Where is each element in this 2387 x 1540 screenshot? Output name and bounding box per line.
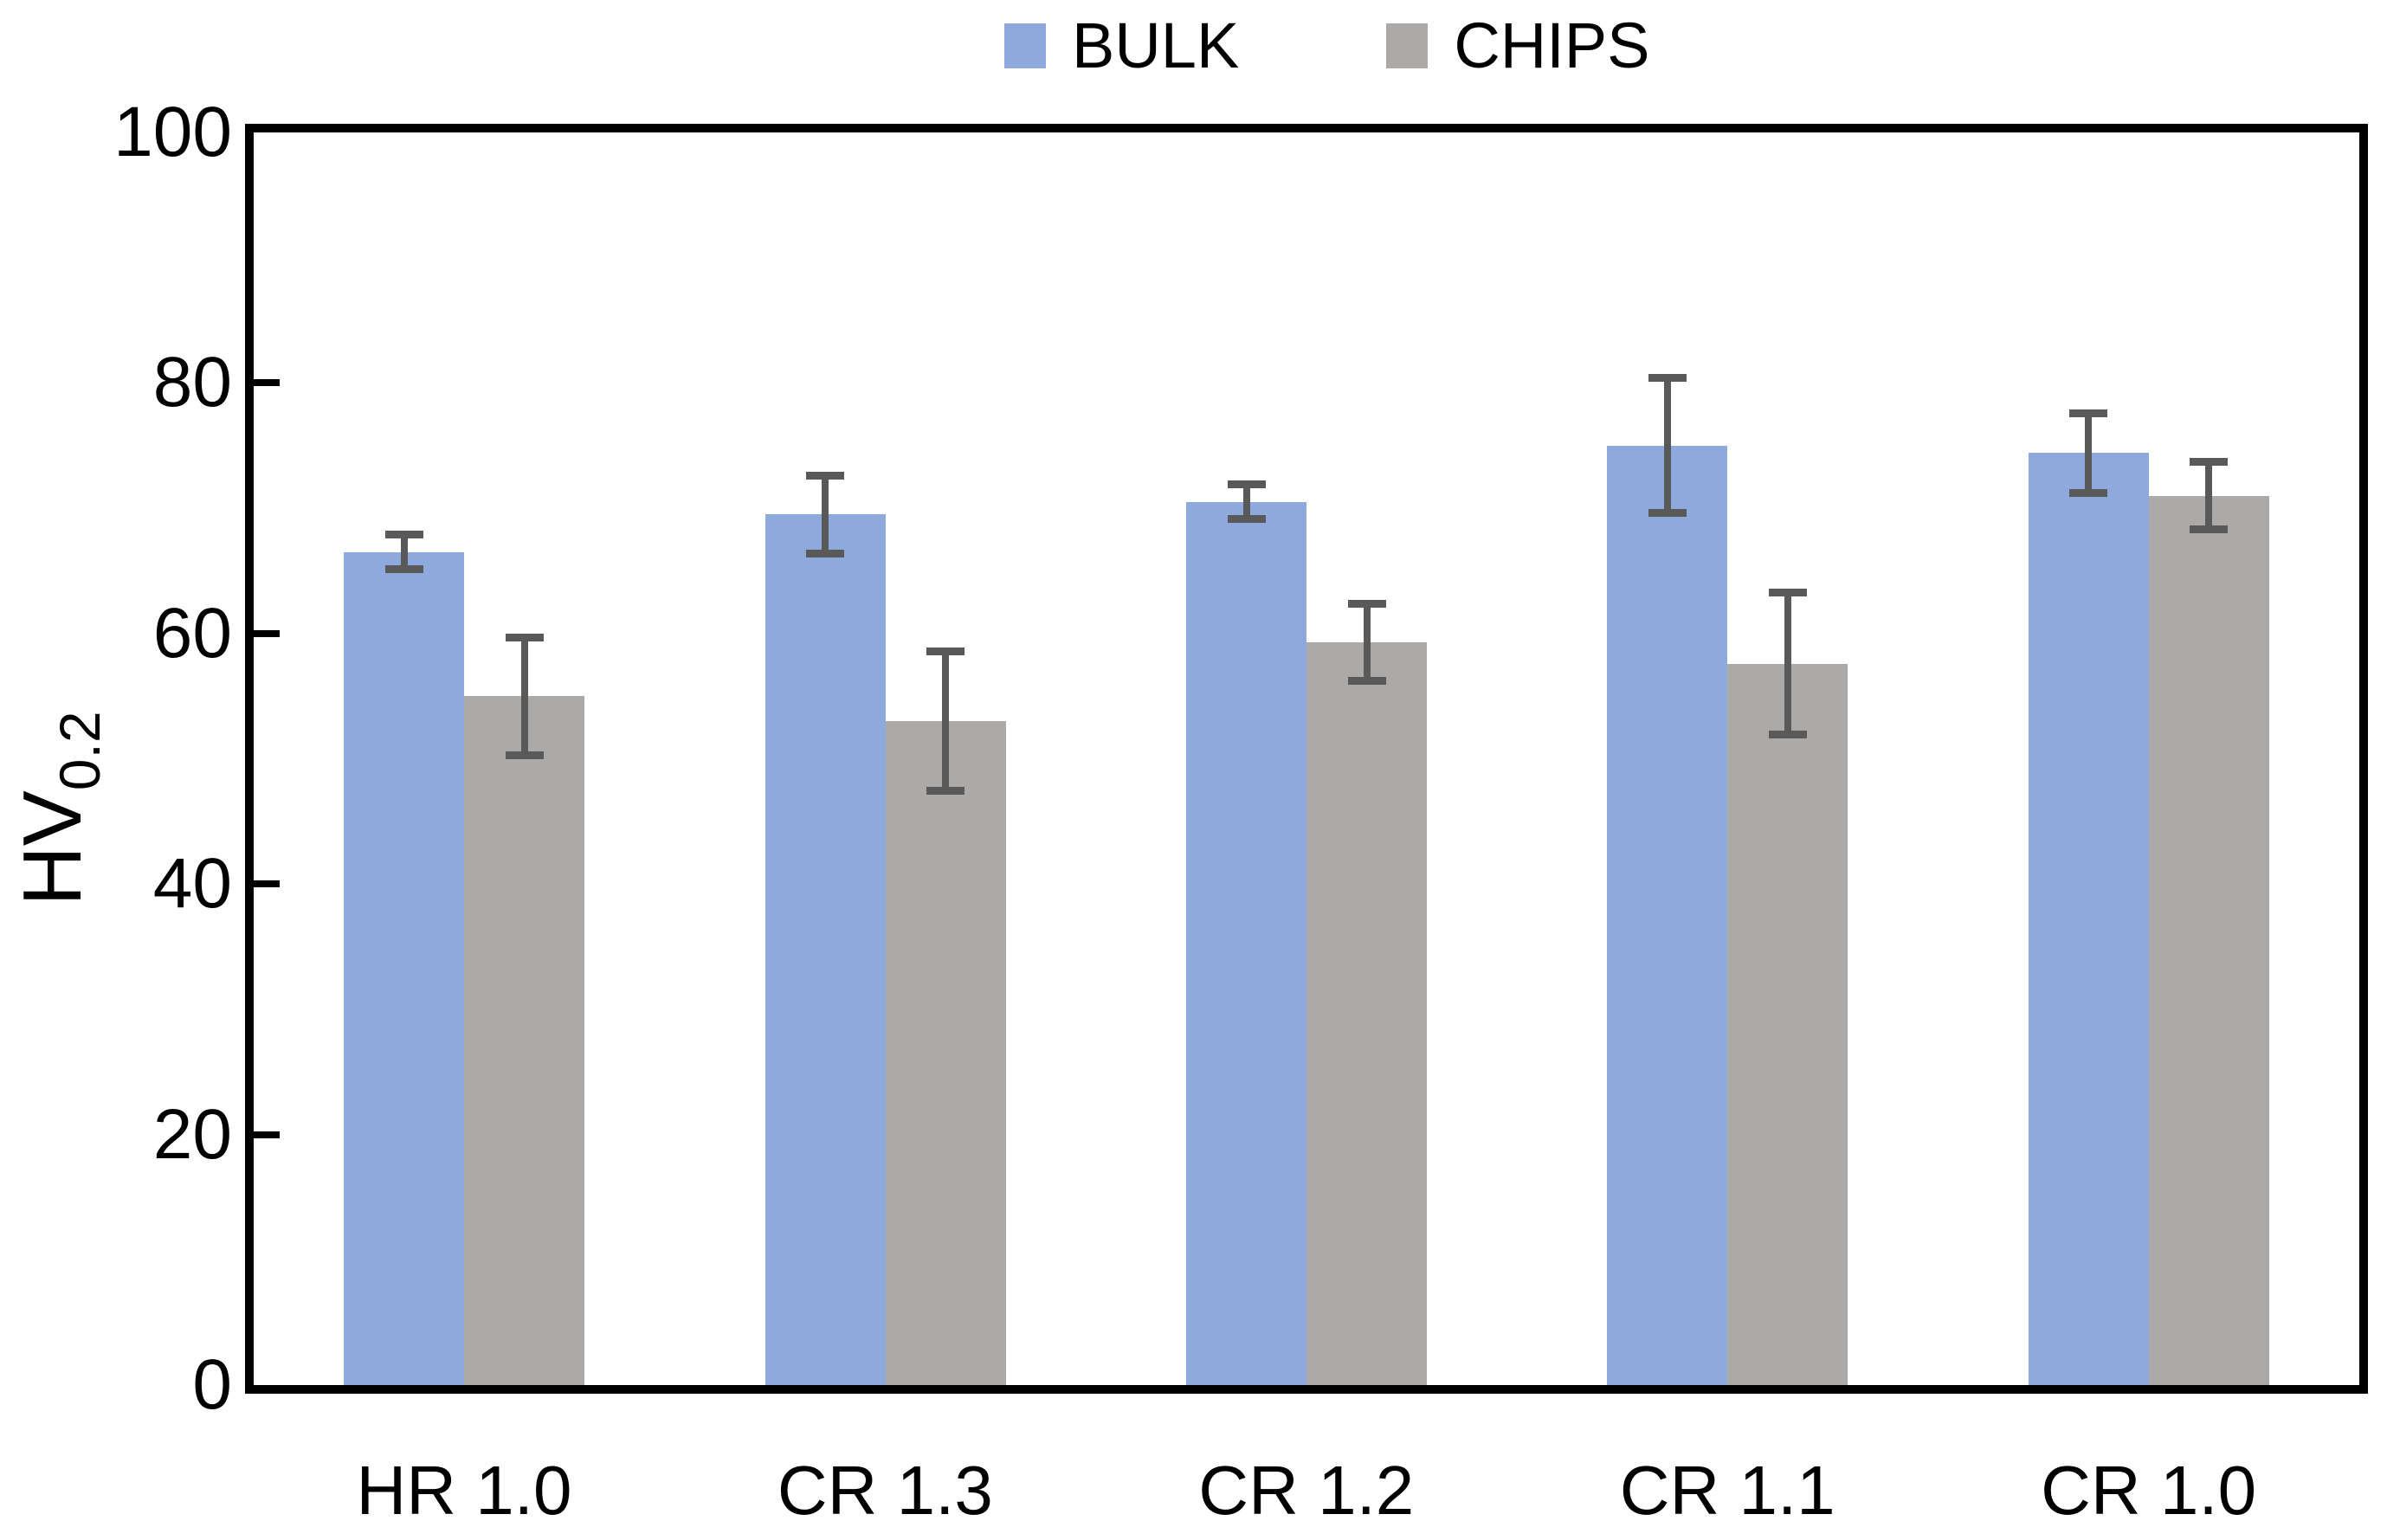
bar-chips	[1306, 641, 1427, 1385]
legend-label-bulk: BULK	[1072, 10, 1240, 81]
bar-bulk	[2028, 453, 2149, 1385]
error-bar	[2205, 458, 2213, 534]
error-bar	[1784, 588, 1791, 739]
bar-chips	[2148, 495, 2269, 1385]
error-bar	[942, 647, 950, 796]
error-bar-cap-bottom	[806, 549, 845, 557]
x-tick-label: HR 1.0	[356, 1452, 572, 1529]
bar-bulk	[1186, 501, 1306, 1385]
y-tick-label: 0	[192, 1345, 232, 1424]
bar-chips	[885, 721, 1006, 1385]
x-tick-label: CR 1.2	[1198, 1452, 1415, 1529]
legend-item-chips: CHIPS	[1386, 12, 1649, 80]
x-tick-label: CR 1.0	[2041, 1452, 2257, 1529]
error-bar-cap-bottom	[505, 751, 544, 759]
error-bar-cap-bottom	[1347, 677, 1386, 686]
error-bar-cap-bottom	[1648, 509, 1687, 518]
error-bar-cap-top	[2190, 458, 2229, 467]
y-axis-title-subscript: 0.2	[48, 711, 112, 791]
error-bar	[2085, 409, 2093, 498]
y-tick-label: 40	[152, 844, 232, 924]
y-tick-label: 20	[152, 1094, 232, 1174]
error-bar-cap-top	[384, 531, 423, 539]
error-bar	[520, 633, 528, 759]
error-bar-cap-top	[505, 633, 544, 641]
error-bar-cap-bottom	[384, 565, 423, 574]
error-bar-cap-top	[2069, 409, 2108, 417]
bar-chips	[1727, 663, 1848, 1385]
y-axis-tick	[254, 379, 280, 387]
legend: BULK CHIPS	[1004, 12, 1649, 80]
plot-frame	[245, 124, 2368, 1394]
error-bar-cap-top	[1227, 480, 1266, 489]
bar-bulk	[1607, 445, 1728, 1385]
bulk-swatch-icon	[1004, 23, 1046, 68]
error-bar-cap-bottom	[926, 787, 965, 796]
plot-area	[254, 132, 2359, 1385]
error-bar-cap-top	[1768, 588, 1807, 596]
error-bar	[822, 472, 829, 557]
legend-item-bulk: BULK	[1004, 12, 1239, 80]
y-tick-label: 100	[113, 93, 232, 171]
x-tick-label: CR 1.1	[1619, 1452, 1835, 1529]
error-bar-cap-top	[1347, 599, 1386, 608]
legend-label-chips: CHIPS	[1454, 10, 1650, 81]
error-bar	[400, 531, 408, 574]
error-bar	[1242, 480, 1250, 524]
error-bar-cap-bottom	[2069, 489, 2108, 498]
error-bar	[1363, 599, 1371, 686]
y-axis-tick	[254, 629, 280, 637]
chips-swatch-icon	[1386, 23, 1429, 68]
error-bar-cap-bottom	[1227, 515, 1266, 524]
error-bar-cap-top	[926, 647, 965, 655]
bar-bulk	[344, 551, 465, 1385]
error-bar-cap-bottom	[1768, 731, 1807, 739]
error-bar-cap-bottom	[2190, 525, 2229, 534]
y-tick-label: 80	[152, 343, 232, 422]
x-tick-label: CR 1.3	[777, 1452, 993, 1529]
y-tick-label: 60	[152, 593, 232, 673]
y-axis-tick	[254, 880, 280, 888]
error-bar-cap-top	[806, 472, 845, 480]
y-axis-tick	[254, 1131, 280, 1138]
error-bar-cap-top	[1648, 374, 1687, 383]
error-bar	[1663, 374, 1671, 518]
bar-chips	[464, 696, 585, 1385]
bar-bulk	[764, 514, 886, 1385]
